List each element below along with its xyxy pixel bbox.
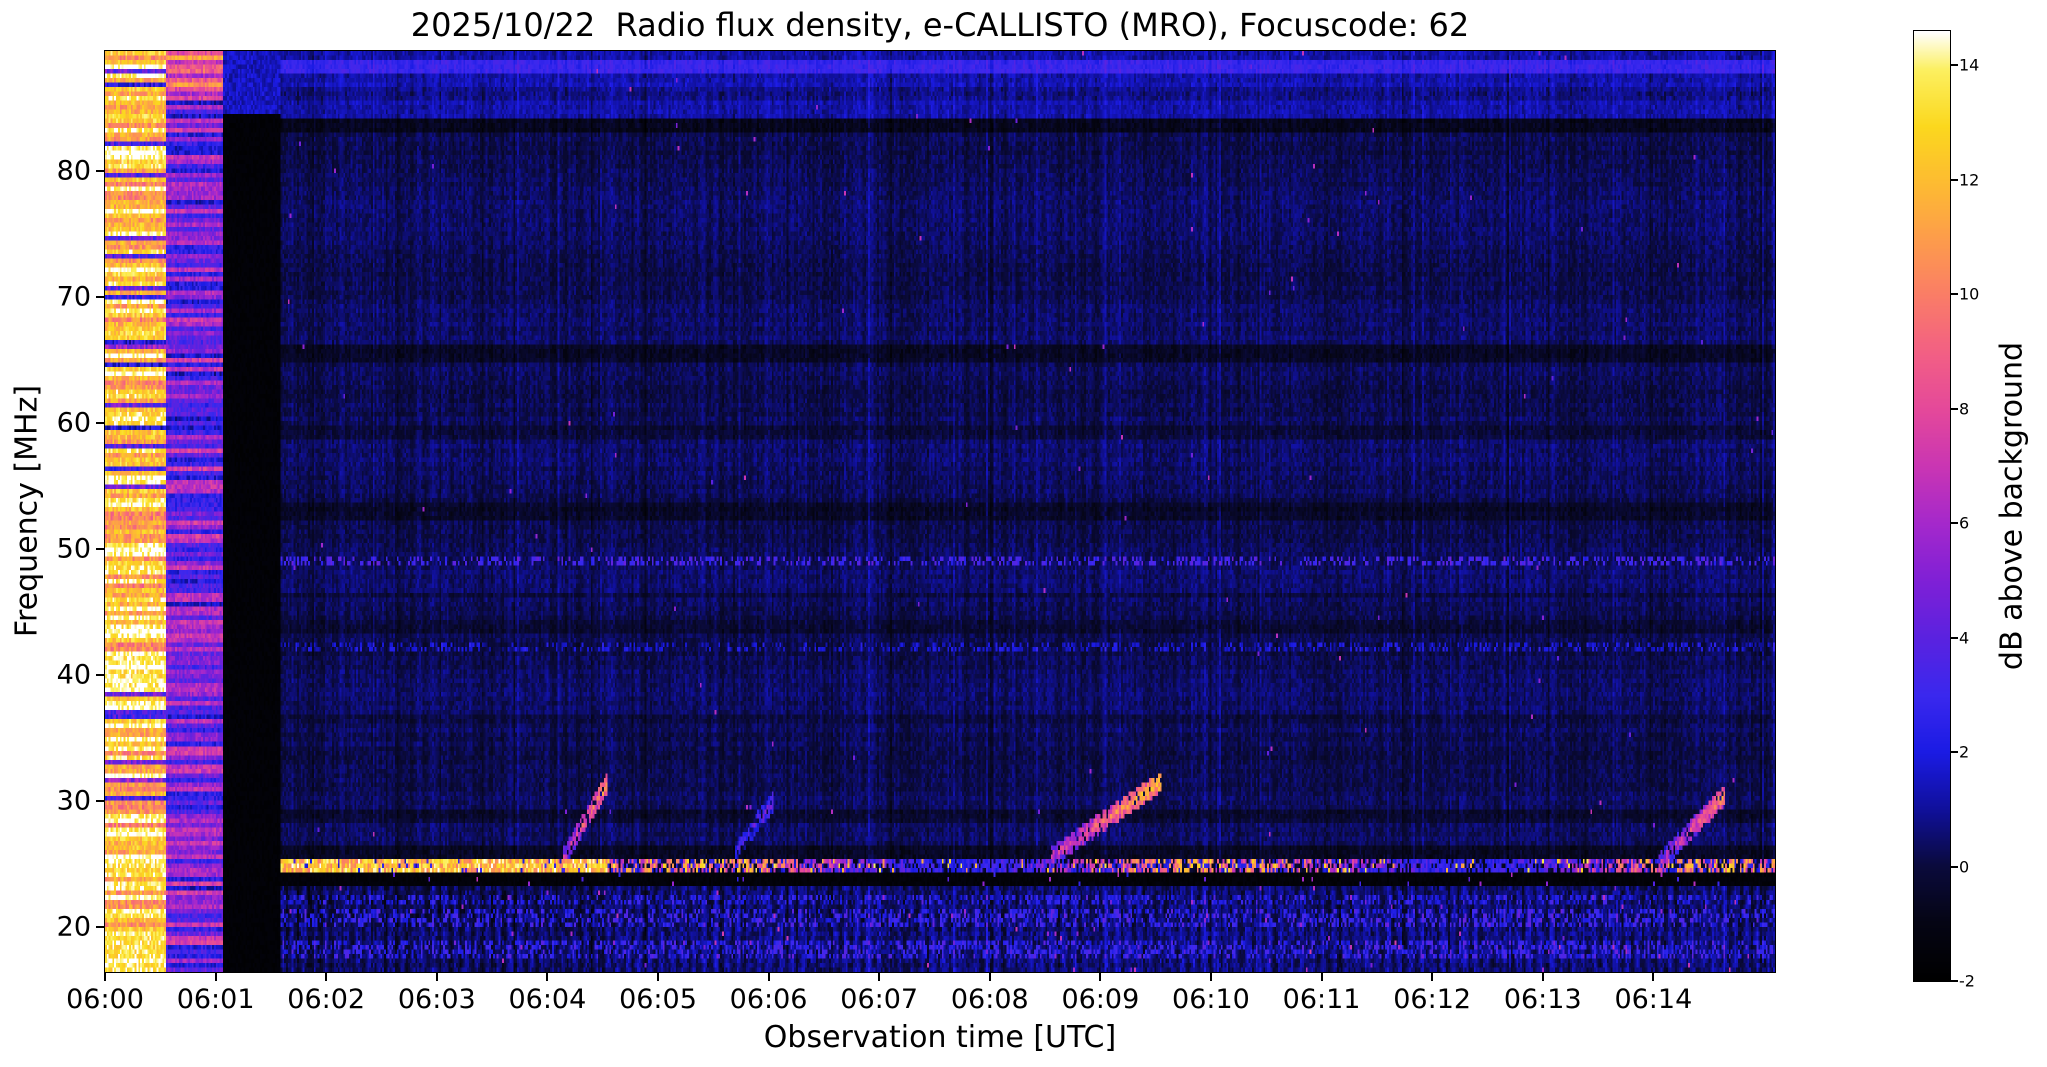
x-tick-mark	[988, 972, 991, 981]
colorbar-tick-label: 14	[1959, 55, 1980, 75]
x-tick-mark	[1099, 972, 1102, 981]
x-tick-label: 06:08	[950, 984, 1029, 1015]
x-tick-mark	[435, 972, 438, 981]
x-tick-mark	[656, 972, 659, 981]
y-tick-label: 70	[56, 281, 91, 313]
x-tick-mark	[1320, 972, 1323, 981]
x-tick-mark	[767, 972, 770, 981]
x-tick-mark	[214, 972, 217, 981]
plot-area: 06:00 06:01 06:02 06:03 06:04 06:05 06:06 06:07…	[57, 50, 1776, 1015]
x-tick-label: 06:05	[619, 984, 697, 1015]
y-tick-label: 40	[56, 659, 91, 691]
y-tick-label: 80	[56, 155, 91, 187]
x-tick-label: 06:06	[729, 984, 808, 1015]
colorbar-tick-mark	[1950, 865, 1958, 868]
colorbar-tick-mark	[1950, 636, 1958, 639]
x-tick-label: 06:09	[1061, 984, 1140, 1015]
colorbar-tick-label: 8	[1959, 399, 1970, 419]
x-tick-mark	[1209, 972, 1212, 981]
colorbar-tick-mark	[1950, 178, 1958, 181]
x-tick-label: 06:00	[66, 984, 144, 1015]
y-tick-mark	[96, 673, 105, 676]
x-tick-mark	[325, 972, 328, 981]
colorbar-tick-label: 12	[1959, 170, 1980, 190]
colorbar-tick-label: 6	[1959, 513, 1970, 533]
colorbar-tick-mark	[1950, 293, 1958, 296]
x-tick-label: 06:13	[1503, 984, 1582, 1015]
x-tick-mark	[1431, 972, 1434, 981]
y-tick-mark	[96, 169, 105, 172]
x-axis-label: Observation time [UTC]	[763, 1020, 1117, 1055]
x-tick-label: 06:01	[176, 984, 255, 1015]
x-tick-label: 06:02	[287, 984, 366, 1015]
x-tick-label: 06:07	[840, 984, 919, 1015]
colorbar-tick-label: 4	[1959, 628, 1970, 648]
x-tick-label: 06:10	[1172, 984, 1250, 1015]
x-tick-mark	[1541, 972, 1544, 981]
x-tick-label: 06:03	[397, 984, 476, 1015]
y-tick-mark	[96, 799, 105, 802]
y-tick-mark	[96, 925, 105, 928]
x-tick-label: 06:11	[1282, 984, 1361, 1015]
y-tick-label: 50	[56, 533, 91, 565]
colorbar-tick-mark	[1950, 980, 1958, 982]
y-axis-label: Frequency [MHz]	[9, 384, 45, 638]
colorbar-tick-mark	[1950, 64, 1958, 67]
x-tick-label: 06:12	[1393, 984, 1472, 1015]
y-tick-label: 20	[56, 911, 91, 943]
spectrogram-canvas	[105, 51, 1775, 972]
y-tick-mark	[96, 547, 105, 550]
colorbar-tick-mark	[1950, 751, 1958, 754]
colorbar-tick-label: -2	[1959, 971, 1975, 991]
y-tick-label: 60	[56, 407, 91, 439]
x-tick-label: 06:14	[1614, 984, 1693, 1015]
colorbar-tick-mark	[1950, 522, 1958, 525]
colorbar: -2 0 2 4 6 8 10 12 14	[1913, 30, 1979, 991]
colorbar-gradient-canvas	[1914, 31, 1950, 981]
x-tick-mark	[1652, 972, 1655, 981]
colorbar-tick-mark	[1950, 407, 1958, 410]
x-tick-mark	[104, 972, 106, 981]
x-tick-label: 06:04	[508, 984, 587, 1015]
y-tick-mark	[96, 421, 105, 424]
colorbar-label: dB above background	[1994, 341, 2030, 671]
y-tick-mark	[96, 295, 105, 298]
x-tick-mark	[546, 972, 549, 981]
x-tick-mark	[878, 972, 881, 981]
colorbar-tick-label: 2	[1959, 742, 1970, 762]
colorbar-tick-label: 10	[1959, 284, 1980, 304]
y-tick-label: 30	[56, 785, 91, 817]
chart-title: 2025/10/22 Radio flux density, e-CALLIST…	[410, 6, 1470, 44]
colorbar-tick-label: 0	[1959, 857, 1970, 877]
